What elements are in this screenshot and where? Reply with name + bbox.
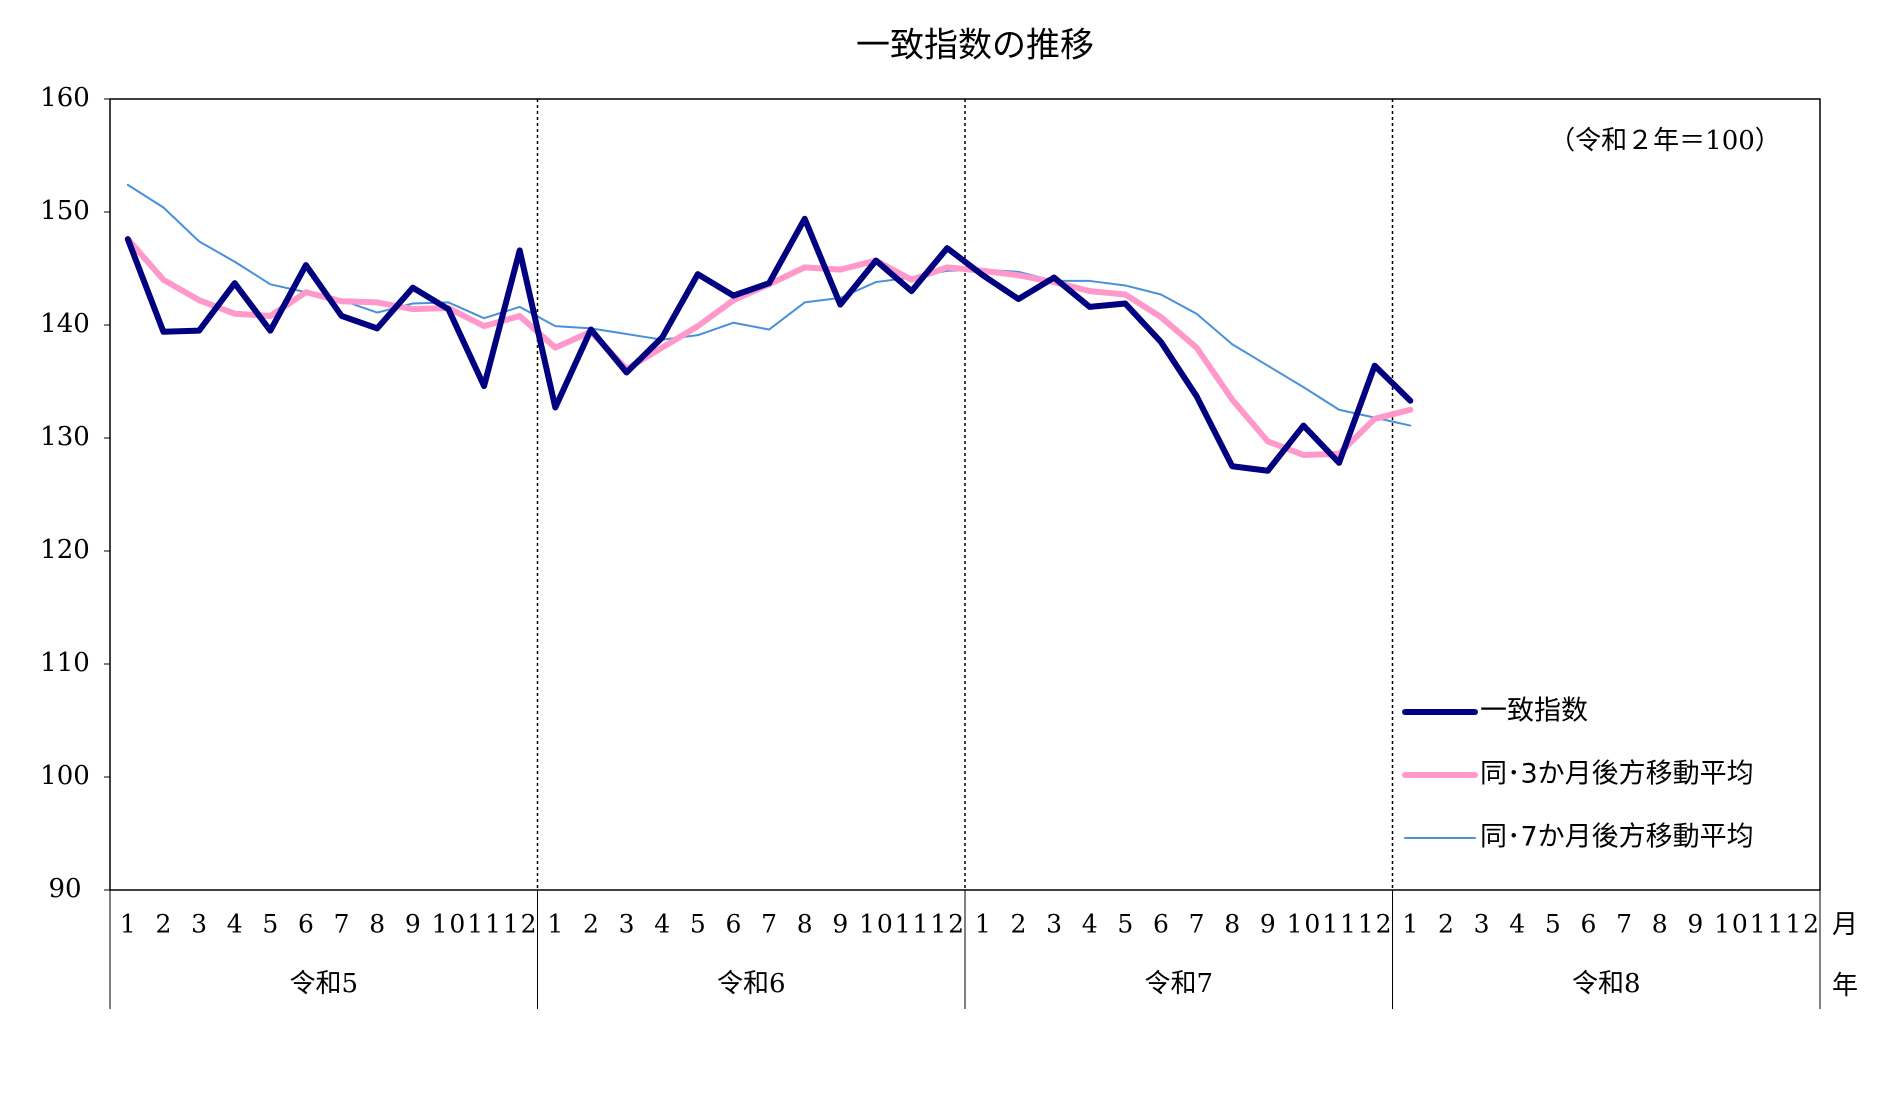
x-tick-label: 1 — [547, 910, 563, 939]
x-tick-label: 9 — [1687, 910, 1703, 939]
x-tick-label: 10 — [432, 910, 466, 939]
y-tick-label: 160 — [40, 83, 90, 113]
y-tick-label: 120 — [40, 535, 90, 565]
x-tick-label: 12 — [1358, 910, 1392, 939]
x-tick-label: 8 — [797, 910, 813, 939]
x-unit-year: 年 — [1832, 971, 1858, 1001]
x-tick-label: 1 — [120, 910, 136, 939]
series-line — [124, 215, 1414, 474]
x-tick-label: 7 — [1616, 910, 1632, 939]
y-tick-label: 90 — [48, 874, 81, 904]
x-tick-label: 11 — [1750, 910, 1784, 939]
note: （令和２年＝100） — [1549, 126, 1781, 156]
legend-label: 一致指数 — [1480, 696, 1588, 727]
x-tick-label: 4 — [227, 910, 243, 939]
x-tick-label: 2 — [583, 910, 599, 939]
x-tick-label: 12 — [503, 910, 537, 939]
x-tick-label: 7 — [761, 910, 777, 939]
x-tick-label: 10 — [1287, 910, 1321, 939]
x-tick-label: 2 — [155, 910, 171, 939]
x-tick-label: 3 — [191, 910, 207, 939]
x-tick-label: 10 — [859, 910, 893, 939]
x-tick-label: 11 — [895, 910, 929, 939]
x-tick-label: 2 — [1438, 910, 1454, 939]
x-tick-label: 9 — [832, 910, 848, 939]
x-tick-label: 3 — [619, 910, 635, 939]
series-line — [126, 183, 1412, 427]
x-tick-label: 10 — [1714, 910, 1748, 939]
year-label: 令和5 — [289, 969, 358, 999]
x-tick-label: 8 — [1224, 910, 1240, 939]
y-tick-label: 130 — [40, 422, 90, 452]
x-tick-label: 7 — [334, 910, 350, 939]
x-tick-label: 12 — [1785, 910, 1819, 939]
x-tick-label: 3 — [1046, 910, 1062, 939]
x-tick-label: 7 — [1189, 910, 1205, 939]
x-tick-label: 1 — [975, 910, 991, 939]
x-unit-month: 月 — [1832, 910, 1858, 940]
y-tick-label: 140 — [40, 309, 90, 339]
x-tick-label: 3 — [1474, 910, 1490, 939]
y-tick-label: 100 — [40, 761, 90, 791]
year-label: 令和6 — [717, 969, 786, 999]
year-label: 令和7 — [1144, 969, 1213, 999]
x-tick-label: 12 — [930, 910, 964, 939]
x-tick-label: 6 — [725, 910, 741, 939]
y-tick-label: 150 — [40, 196, 90, 226]
x-tick-label: 5 — [1545, 910, 1561, 939]
x-tick-label: 6 — [1153, 910, 1169, 939]
x-tick-label: 1 — [1402, 910, 1418, 939]
series-line — [124, 236, 1414, 458]
legend-label: 同･7か月後方移動平均 — [1480, 822, 1754, 853]
x-tick-label: 11 — [467, 910, 501, 939]
x-tick-label: 2 — [1010, 910, 1026, 939]
x-tick-label: 8 — [369, 910, 385, 939]
x-tick-label: 4 — [654, 910, 670, 939]
y-tick-label: 110 — [40, 648, 90, 678]
x-tick-label: 11 — [1322, 910, 1356, 939]
x-tick-label: 6 — [1580, 910, 1596, 939]
x-tick-label: 5 — [690, 910, 706, 939]
x-tick-label: 9 — [1260, 910, 1276, 939]
x-tick-label: 5 — [1117, 910, 1133, 939]
x-tick-label: 4 — [1509, 910, 1525, 939]
x-tick-label: 5 — [262, 910, 278, 939]
x-tick-label: 4 — [1082, 910, 1098, 939]
legend-label: 同･3か月後方移動平均 — [1480, 759, 1754, 790]
year-label: 令和8 — [1572, 969, 1641, 999]
x-tick-label: 6 — [298, 910, 314, 939]
x-tick-label: 9 — [405, 910, 421, 939]
chart-title: 一致指数の推移 — [856, 26, 1094, 66]
x-tick-label: 8 — [1652, 910, 1668, 939]
